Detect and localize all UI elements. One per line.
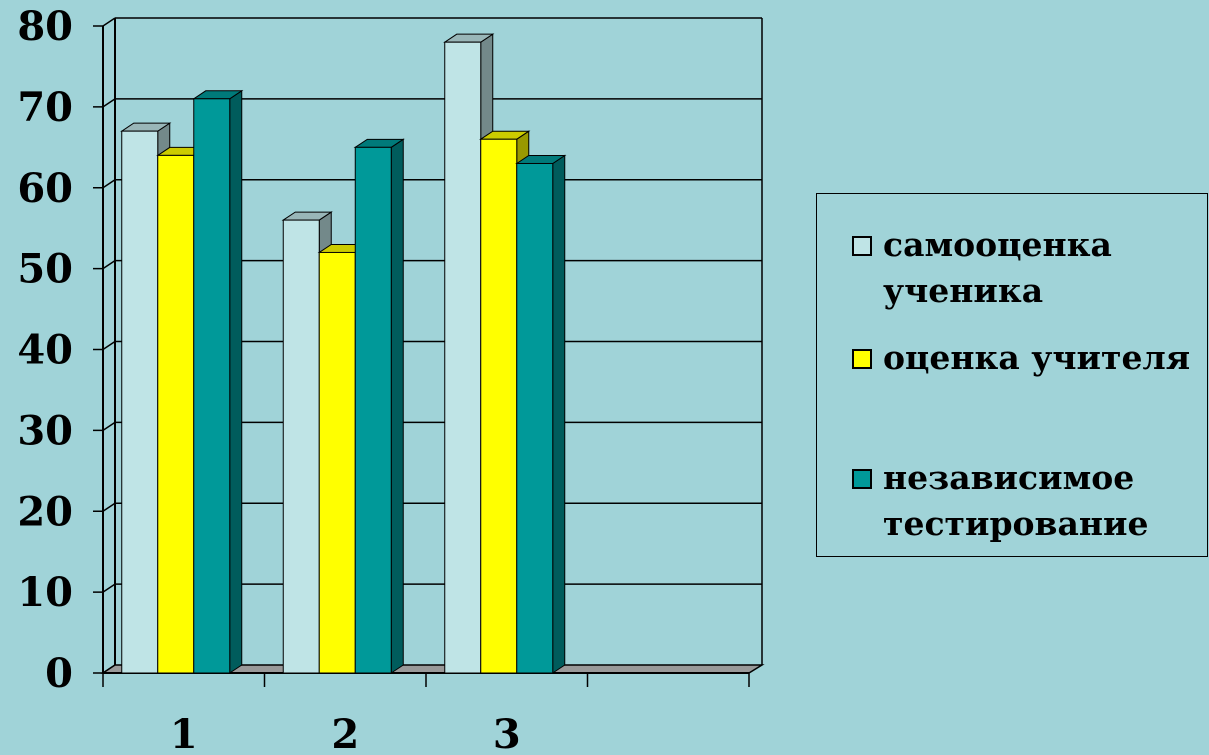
bar-1-series-3-side [229,89,243,674]
y-tick-label-0: 0 [45,650,73,697]
bar-3-series-3-side [552,154,566,674]
bar-1-series-2 [157,154,195,674]
y-tick-label-40: 40 [17,327,73,374]
legend: самооценка ученика оценка учителя незави… [816,193,1208,557]
gridline-side-30 [102,421,116,431]
y-tick-label-60: 60 [17,165,73,212]
gridline-side-40 [102,340,116,351]
x-tick-label-2: 2 [331,711,359,751]
x-tick-label-1: 1 [170,711,198,751]
gridline-side-50 [102,260,116,270]
gridline-side-80 [102,17,116,27]
y-tick-label-50: 50 [17,246,73,293]
y-tick-label-10: 10 [17,569,73,616]
y-tick-label-80: 80 [17,3,73,50]
legend-swatch-self-assessment [852,236,872,256]
bar-2-series-2 [318,251,356,674]
bar-2-series-1 [282,219,320,674]
legend-label-teacher-assessment: оценка учителя [883,338,1191,377]
legend-label-independent-testing: независимое тестирование [883,458,1149,543]
gridline-side-60 [102,179,116,189]
legend-label-self-assessment: самооценка ученика [883,225,1112,310]
bar-3-series-2 [480,138,518,674]
y-tick-label-70: 70 [17,84,73,131]
gridline-side-20 [102,502,116,512]
y-tick-label-20: 20 [17,488,73,535]
gridline-side-10 [102,583,116,593]
bar-2-series-3 [354,146,392,674]
legend-swatch-teacher-assessment [852,349,872,369]
bar-3-series-3 [516,162,554,674]
bar-1-series-1 [121,130,159,674]
y-tick-label-30: 30 [17,407,73,454]
bar-1-series-3 [193,98,231,674]
bar-2-series-3-side [390,138,404,674]
gridline-side-70 [102,98,116,108]
x-tick-label-3: 3 [493,711,521,751]
bar-3-series-1 [444,41,482,674]
legend-swatch-independent-testing [852,469,872,489]
